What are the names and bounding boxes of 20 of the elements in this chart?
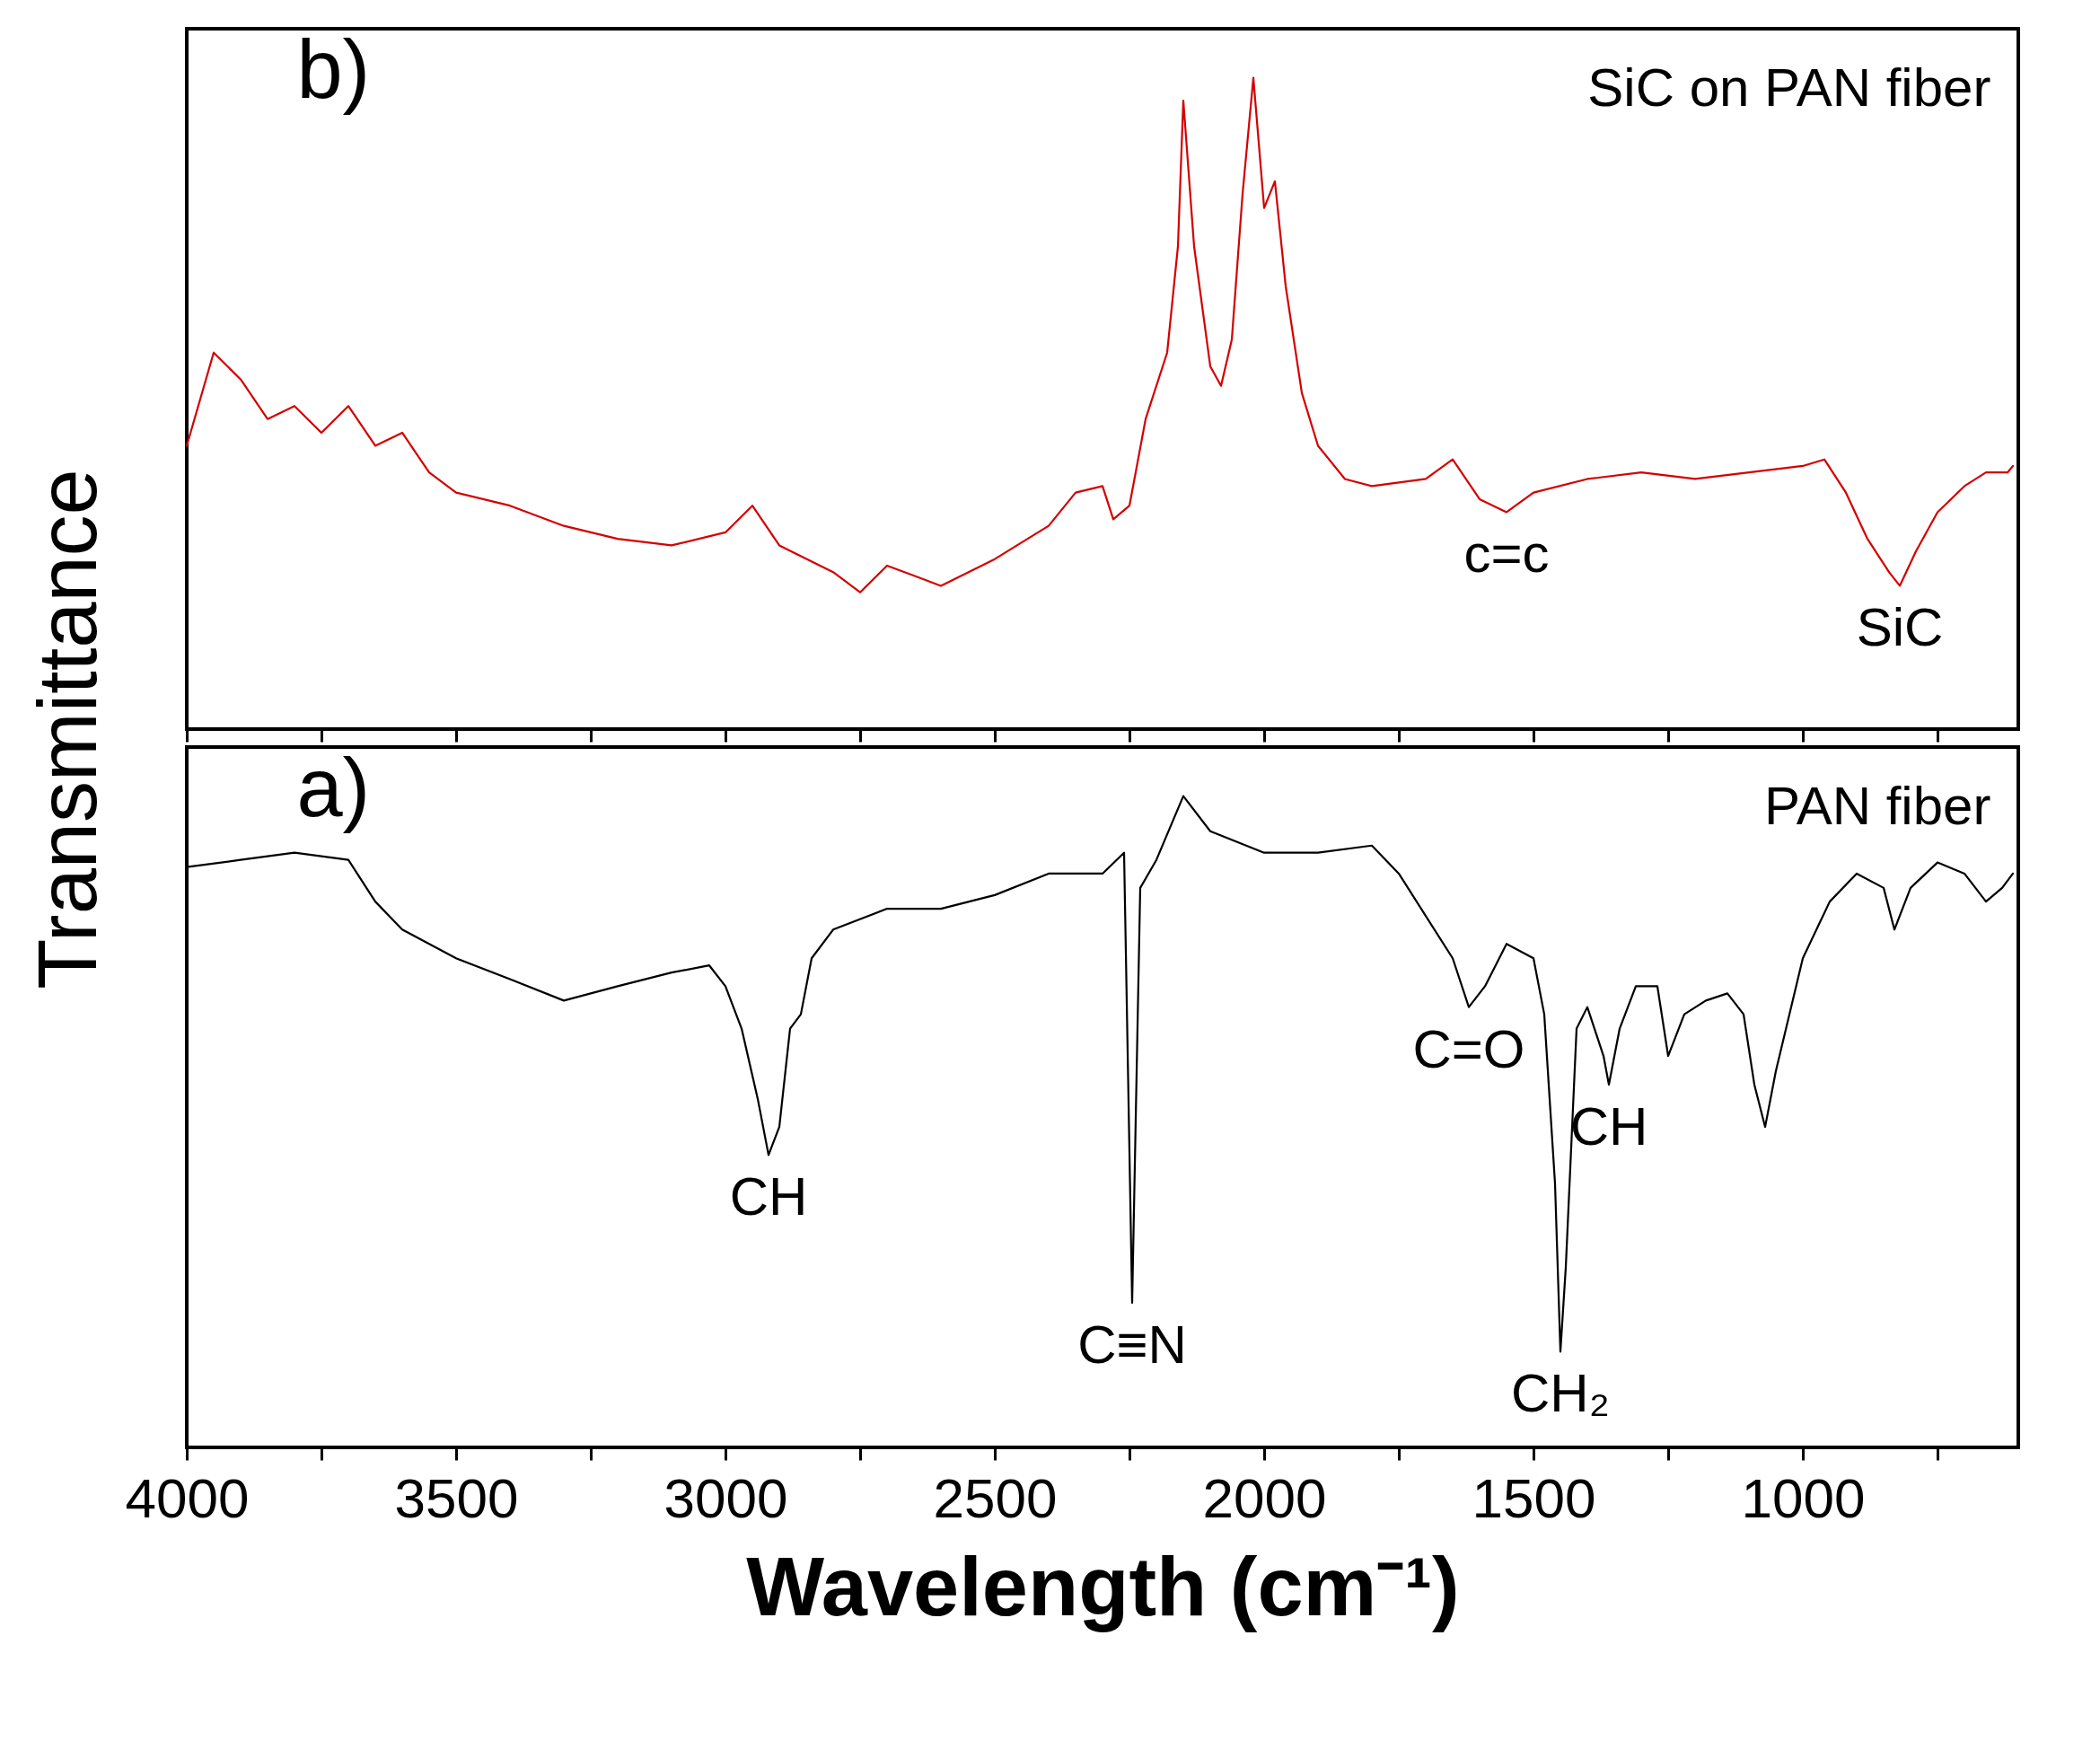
annotation: b)	[296, 22, 371, 115]
annotation: CH₂	[1511, 1363, 1610, 1424]
x-tick-label: 1500	[1472, 1466, 1596, 1529]
x-tick-label: 2500	[933, 1466, 1058, 1529]
x-tick-label: 3500	[394, 1466, 519, 1529]
annotation: CH	[1569, 1095, 1648, 1156]
x-tick-label: 3000	[663, 1466, 788, 1529]
annotation: PAN fiber	[1764, 776, 1991, 836]
x-tick-label: 4000	[125, 1466, 250, 1529]
x-tick-label: 1000	[1741, 1466, 1866, 1529]
annotation: C=O	[1412, 1018, 1525, 1079]
annotation: CH	[729, 1166, 808, 1227]
x-tick-label: 2000	[1202, 1466, 1327, 1529]
annotation: a)	[296, 741, 371, 833]
annotation: SiC	[1856, 597, 1944, 658]
annotation: SiC on PAN fiber	[1587, 57, 1991, 118]
y-axis-title: Transmittance	[22, 469, 113, 989]
annotation: c=c	[1463, 523, 1550, 585]
x-axis-title: Wavelength (cm⁻¹)	[746, 1540, 1460, 1632]
annotation: C≡N	[1077, 1314, 1187, 1375]
